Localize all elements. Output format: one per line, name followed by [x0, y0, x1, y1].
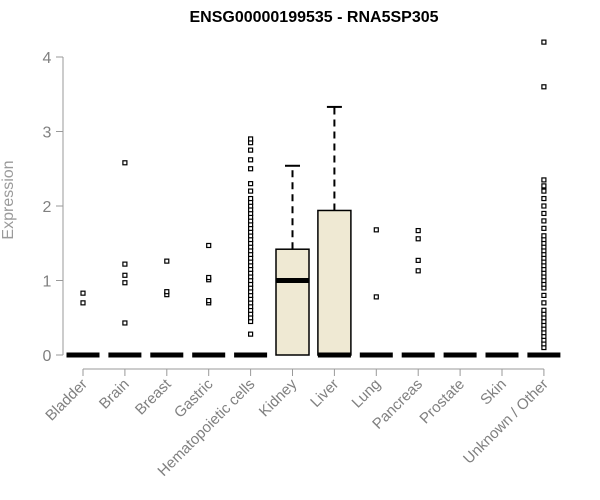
outlier-point [415, 236, 421, 242]
outlier-point [248, 147, 254, 153]
x-tick-label-1: Brain [96, 376, 133, 413]
plot-area [66, 39, 561, 358]
outlier-point [80, 290, 86, 296]
outlier-point [541, 39, 547, 45]
y-axis: 0 1 2 3 4 [43, 50, 64, 365]
outlier-point [164, 258, 170, 264]
box-body [275, 248, 310, 356]
outlier-point [248, 166, 254, 172]
outlier-point [541, 292, 547, 298]
outlier-point [541, 195, 547, 202]
outlier-point [415, 268, 421, 274]
outlier-point [206, 274, 212, 281]
outlier-point [248, 195, 254, 202]
outlier-point [541, 233, 547, 239]
y-tick-label-1: 1 [43, 274, 52, 291]
outlier-point [248, 188, 254, 194]
outlier-point [541, 300, 547, 306]
outlier-point [80, 300, 86, 306]
box-group-6 [317, 105, 352, 358]
y-tick-label-2: 2 [43, 199, 52, 216]
outlier-point [541, 177, 547, 183]
outlier-point [415, 227, 421, 234]
outlier-point [248, 157, 254, 163]
outlier-point [164, 289, 170, 295]
x-tick-label-7: Lung [349, 376, 385, 412]
outlier-point [415, 257, 421, 263]
outlier-point [206, 298, 212, 304]
outlier-point [122, 272, 128, 278]
box-group-11 [527, 39, 561, 358]
outlier-point [541, 307, 547, 313]
box-group-4 [234, 136, 268, 358]
outlier-point [541, 203, 547, 209]
outlier-point [206, 242, 212, 249]
box-group-3 [192, 242, 226, 358]
outlier-point [541, 218, 547, 224]
chart-title: ENSG00000199535 - RNA5SP305 [189, 9, 438, 26]
outlier-point [373, 227, 379, 233]
box-group-8 [401, 227, 435, 358]
box-group-2 [150, 258, 184, 358]
outlier-point [248, 136, 254, 142]
outlier-point [373, 294, 379, 300]
box-group-5 [275, 164, 310, 356]
x-tick-label-6: Liver [307, 376, 342, 411]
x-tick-label-0: Bladder [42, 376, 91, 425]
outlier-point [122, 160, 128, 166]
box-body [317, 209, 352, 356]
outlier-point [248, 181, 254, 187]
box-group-1 [108, 160, 142, 358]
outlier-point [541, 225, 547, 231]
outlier-point [541, 210, 547, 217]
x-tick-label-5: Kidney [256, 375, 301, 420]
y-axis-label: Expression [0, 160, 17, 239]
x-tick-label-10: Skin [477, 376, 510, 409]
box-group-0 [66, 290, 100, 358]
x-tick-label-9: Prostate [416, 376, 468, 428]
outlier-point [248, 331, 254, 337]
outlier-point [122, 261, 128, 267]
outlier-point [541, 183, 547, 189]
y-tick-label-0: 0 [43, 348, 52, 365]
box-group-7 [359, 227, 393, 358]
y-tick-label-3: 3 [43, 125, 52, 142]
y-tick-label-4: 4 [43, 50, 52, 67]
outlier-point [541, 84, 547, 90]
x-tick-label-2: Breast [132, 375, 175, 418]
outlier-point [541, 188, 547, 194]
outlier-point [122, 280, 128, 286]
outlier-point [122, 320, 128, 326]
